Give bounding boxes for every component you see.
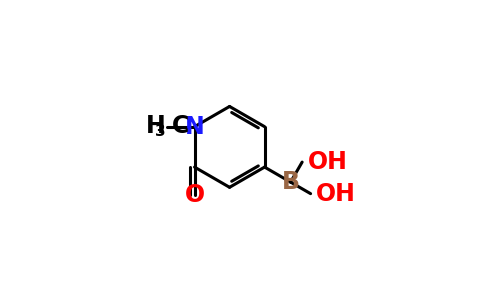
Text: OH: OH — [317, 182, 356, 206]
Text: C: C — [171, 113, 189, 137]
Text: B: B — [282, 170, 300, 194]
Text: 3: 3 — [155, 124, 166, 139]
Text: N: N — [185, 115, 204, 139]
Text: OH: OH — [308, 150, 348, 174]
Text: O: O — [184, 183, 205, 207]
Text: H: H — [146, 113, 166, 137]
